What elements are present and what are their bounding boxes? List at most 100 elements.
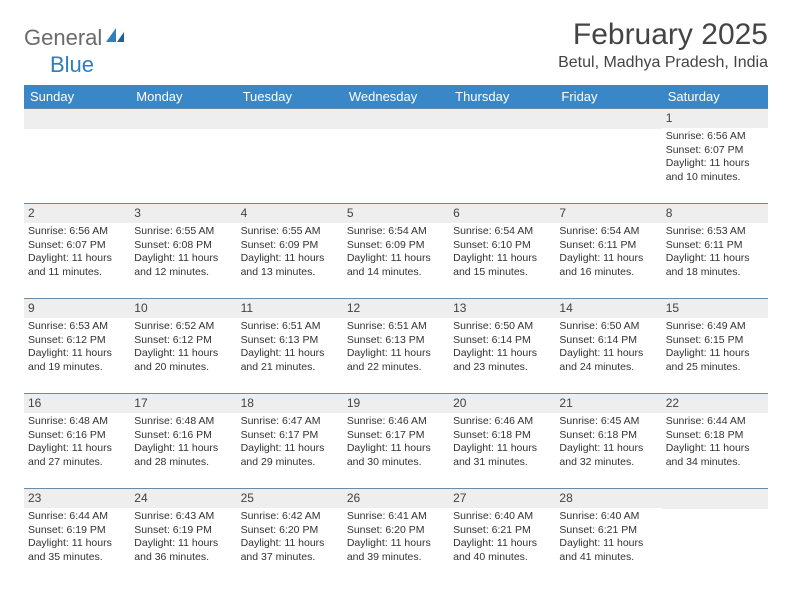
day-detail-line: and 39 minutes. — [347, 551, 445, 564]
day-detail-line: Sunrise: 6:45 AM — [559, 415, 657, 428]
day-detail-line: Sunrise: 6:56 AM — [666, 130, 764, 143]
day-detail-line: and 19 minutes. — [28, 361, 126, 374]
day-detail-line: Sunrise: 6:41 AM — [347, 510, 445, 523]
day-detail-line: Daylight: 11 hours — [28, 252, 126, 265]
brand-text-gray: General — [24, 27, 102, 49]
calendar-week-row: 23Sunrise: 6:44 AMSunset: 6:19 PMDayligh… — [24, 489, 768, 584]
day-details: Sunrise: 6:45 AMSunset: 6:18 PMDaylight:… — [555, 413, 661, 473]
calendar-week-row: 9Sunrise: 6:53 AMSunset: 6:12 PMDaylight… — [24, 299, 768, 394]
day-detail-line: Sunrise: 6:53 AM — [666, 225, 764, 238]
calendar-cell: 13Sunrise: 6:50 AMSunset: 6:14 PMDayligh… — [449, 299, 555, 394]
day-number: 26 — [343, 489, 449, 508]
day-detail-line: Sunrise: 6:54 AM — [559, 225, 657, 238]
day-number: 10 — [130, 299, 236, 318]
calendar-cell: 20Sunrise: 6:46 AMSunset: 6:18 PMDayligh… — [449, 394, 555, 489]
day-detail-line: Sunset: 6:18 PM — [453, 429, 551, 442]
day-detail-line: and 24 minutes. — [559, 361, 657, 374]
day-detail-line: Daylight: 11 hours — [134, 347, 232, 360]
day-details: Sunrise: 6:44 AMSunset: 6:18 PMDaylight:… — [662, 413, 768, 473]
day-detail-line: Sunset: 6:19 PM — [134, 524, 232, 537]
calendar-cell: 7 Sunrise: 6:54 AMSunset: 6:11 PMDaylight… — [555, 204, 661, 299]
day-details: Sunrise: 6:40 AMSunset: 6:21 PMDaylight:… — [449, 508, 555, 568]
day-header: Sunday — [24, 85, 130, 109]
day-details: Sunrise: 6:46 AMSunset: 6:17 PMDaylight:… — [343, 413, 449, 473]
day-detail-line: Sunrise: 6:55 AM — [241, 225, 339, 238]
day-details: Sunrise: 6:56 AMSunset: 6:07 PMDaylight:… — [662, 128, 768, 188]
calendar-cell: 4Sunrise: 6:55 AMSunset: 6:09 PMDaylight… — [237, 204, 343, 299]
day-detail-line: Sunset: 6:11 PM — [559, 239, 657, 252]
day-detail-line: and 21 minutes. — [241, 361, 339, 374]
day-detail-line: Daylight: 11 hours — [666, 252, 764, 265]
calendar-cell: 16Sunrise: 6:48 AMSunset: 6:16 PMDayligh… — [24, 394, 130, 489]
day-detail-line: Daylight: 11 hours — [559, 347, 657, 360]
day-details: Sunrise: 6:50 AMSunset: 6:14 PMDaylight:… — [555, 318, 661, 378]
day-number — [343, 109, 449, 129]
calendar-cell: 24Sunrise: 6:43 AMSunset: 6:19 PMDayligh… — [130, 489, 236, 584]
day-detail-line: Daylight: 11 hours — [347, 347, 445, 360]
day-detail-line: Daylight: 11 hours — [666, 347, 764, 360]
day-detail-line: and 40 minutes. — [453, 551, 551, 564]
day-detail-line: Sunrise: 6:48 AM — [134, 415, 232, 428]
day-header: Saturday — [662, 85, 768, 109]
day-details: Sunrise: 6:50 AMSunset: 6:14 PMDaylight:… — [449, 318, 555, 378]
day-header: Wednesday — [343, 85, 449, 109]
title-block: February 2025 Betul, Madhya Pradesh, Ind… — [558, 18, 768, 72]
day-detail-line: Daylight: 11 hours — [559, 252, 657, 265]
day-detail-line: and 18 minutes. — [666, 266, 764, 279]
day-detail-line: Daylight: 11 hours — [453, 252, 551, 265]
day-detail-line: Daylight: 11 hours — [28, 442, 126, 455]
day-number: 14 — [555, 299, 661, 318]
calendar-cell: 5Sunrise: 6:54 AMSunset: 6:09 PMDaylight… — [343, 204, 449, 299]
day-number — [662, 489, 768, 509]
day-details: Sunrise: 6:53 AMSunset: 6:11 PMDaylight:… — [662, 223, 768, 283]
sail-icon — [104, 26, 126, 49]
day-number: 11 — [237, 299, 343, 318]
calendar-cell — [130, 109, 236, 204]
calendar-table: Sunday Monday Tuesday Wednesday Thursday… — [24, 85, 768, 583]
day-number: 23 — [24, 489, 130, 508]
day-detail-line: and 10 minutes. — [666, 171, 764, 184]
day-detail-line: Sunrise: 6:43 AM — [134, 510, 232, 523]
day-detail-line: and 25 minutes. — [666, 361, 764, 374]
day-details: Sunrise: 6:49 AMSunset: 6:15 PMDaylight:… — [662, 318, 768, 378]
day-detail-line: and 41 minutes. — [559, 551, 657, 564]
day-number — [24, 109, 130, 129]
day-detail-line: and 23 minutes. — [453, 361, 551, 374]
calendar-cell: 17Sunrise: 6:48 AMSunset: 6:16 PMDayligh… — [130, 394, 236, 489]
day-number: 8 — [662, 204, 768, 223]
day-detail-line: and 16 minutes. — [559, 266, 657, 279]
day-detail-line: Daylight: 11 hours — [134, 252, 232, 265]
day-detail-line: and 36 minutes. — [134, 551, 232, 564]
brand-text-blue: Blue — [50, 54, 94, 76]
day-number: 5 — [343, 204, 449, 223]
day-detail-line: Daylight: 11 hours — [559, 537, 657, 550]
day-detail-line: Sunset: 6:09 PM — [347, 239, 445, 252]
day-detail-line: Sunrise: 6:42 AM — [241, 510, 339, 523]
location-subtitle: Betul, Madhya Pradesh, India — [558, 54, 768, 72]
calendar-cell: 23Sunrise: 6:44 AMSunset: 6:19 PMDayligh… — [24, 489, 130, 584]
day-detail-line: Daylight: 11 hours — [134, 537, 232, 550]
calendar-cell: 15Sunrise: 6:49 AMSunset: 6:15 PMDayligh… — [662, 299, 768, 394]
calendar-cell: 3Sunrise: 6:55 AMSunset: 6:08 PMDaylight… — [130, 204, 236, 299]
day-detail-line: Daylight: 11 hours — [559, 442, 657, 455]
calendar-week-row: 16Sunrise: 6:48 AMSunset: 6:16 PMDayligh… — [24, 394, 768, 489]
day-detail-line: Sunrise: 6:44 AM — [28, 510, 126, 523]
day-details: Sunrise: 6:48 AMSunset: 6:16 PMDaylight:… — [24, 413, 130, 473]
day-details: Sunrise: 6:47 AMSunset: 6:17 PMDaylight:… — [237, 413, 343, 473]
day-detail-line: Sunset: 6:11 PM — [666, 239, 764, 252]
calendar-cell: 26Sunrise: 6:41 AMSunset: 6:20 PMDayligh… — [343, 489, 449, 584]
day-details: Sunrise: 6:44 AMSunset: 6:19 PMDaylight:… — [24, 508, 130, 568]
day-detail-line: Daylight: 11 hours — [241, 252, 339, 265]
day-details: Sunrise: 6:54 AMSunset: 6:09 PMDaylight:… — [343, 223, 449, 283]
day-number: 7 — [555, 204, 661, 223]
day-detail-line: Sunset: 6:20 PM — [241, 524, 339, 537]
day-detail-line: and 12 minutes. — [134, 266, 232, 279]
day-details: Sunrise: 6:42 AMSunset: 6:20 PMDaylight:… — [237, 508, 343, 568]
day-detail-line: and 11 minutes. — [28, 266, 126, 279]
day-details: Sunrise: 6:55 AMSunset: 6:08 PMDaylight:… — [130, 223, 236, 283]
day-detail-line: Sunset: 6:10 PM — [453, 239, 551, 252]
calendar-cell: 12Sunrise: 6:51 AMSunset: 6:13 PMDayligh… — [343, 299, 449, 394]
day-detail-line: Sunset: 6:14 PM — [453, 334, 551, 347]
day-detail-line: Sunset: 6:16 PM — [134, 429, 232, 442]
day-detail-line: and 35 minutes. — [28, 551, 126, 564]
